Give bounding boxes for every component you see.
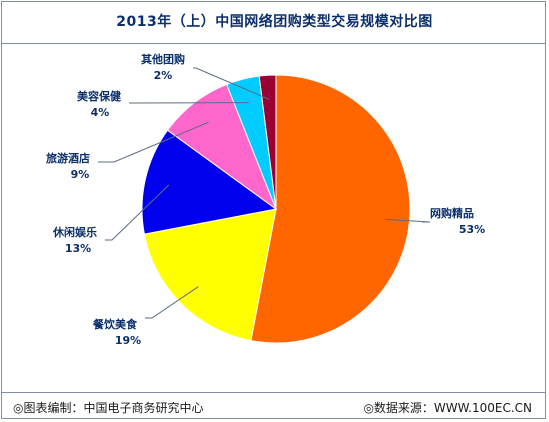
slice-percent-label: 4%	[91, 106, 110, 119]
title-divider	[1, 43, 546, 44]
source-data: ◎数据来源：WWW.100EC.CN	[363, 401, 532, 415]
slice-percent-label: 13%	[65, 242, 91, 255]
leader-line	[145, 286, 199, 319]
leader-line	[98, 121, 209, 163]
pie-slice	[258, 74, 277, 210]
slice-name-label: 旅游酒店	[46, 151, 90, 165]
slice-name-label: 网购精品	[430, 206, 474, 220]
leader-line	[385, 218, 431, 223]
footer-divider	[1, 392, 546, 393]
pie-slice	[143, 208, 277, 342]
slice-name-label: 休闲娱乐	[52, 225, 97, 239]
leader-line	[105, 184, 170, 241]
pie-slice	[141, 129, 278, 235]
slice-percent-label: 53%	[459, 223, 485, 236]
pie-slice	[250, 74, 411, 344]
slice-percent-label: 9%	[71, 168, 90, 181]
slice-name-label: 美容保健	[77, 89, 122, 103]
leader-line	[193, 67, 270, 100]
chart-title: 2013年（上）中国网络团购类型交易规模对比图	[116, 14, 433, 30]
slice-name-label: 餐饮美食	[92, 317, 138, 331]
slice-percent-label: 2%	[154, 69, 173, 82]
slice-percent-label: 19%	[115, 334, 141, 347]
slice-name-label: 其他团购	[141, 52, 185, 66]
source-compiler: ◎图表编制：中国电子商务研究中心	[13, 401, 204, 415]
